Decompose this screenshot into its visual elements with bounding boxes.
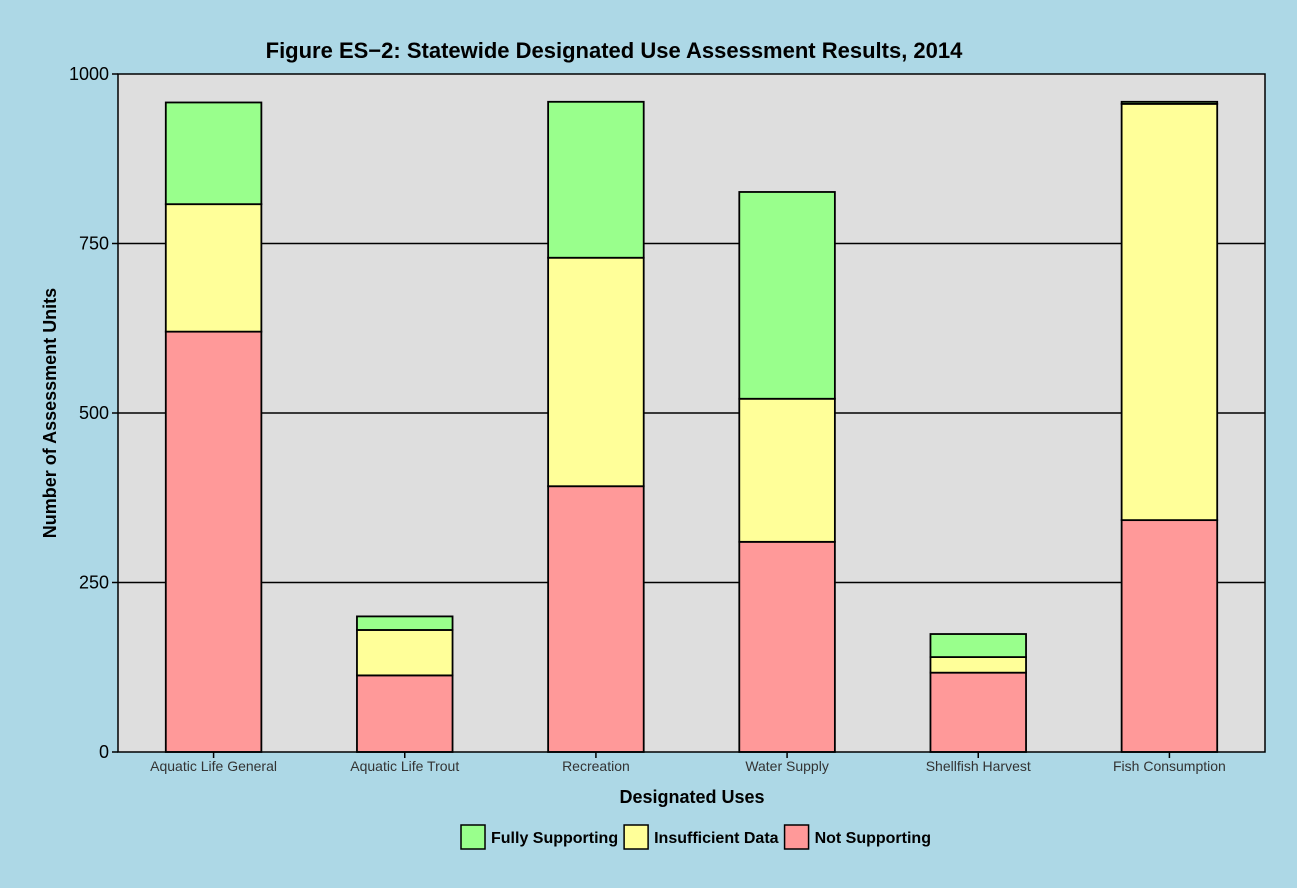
y-tick-label-1000: 1000: [69, 64, 109, 84]
bar-shellfish-harvest-insufficient-data: [929, 656, 1027, 674]
bar-aquatic-life-trout-not-supporting: [356, 674, 454, 753]
x-tick-label-fish-consumption: Fish Consumption: [1113, 758, 1226, 774]
bars-layer: [164, 100, 1219, 753]
bar-recreation-fully-supporting: [547, 100, 645, 259]
legend-swatch-not-supporting: [783, 824, 810, 850]
bar-water-supply-fully-supporting: [738, 191, 836, 400]
y-axis: 0 250 500 750 1000: [69, 64, 118, 762]
bar-aquatic-life-general-fully-supporting: [164, 101, 263, 206]
legend-label-not-supporting: Not Supporting: [815, 830, 931, 847]
y-tick-label-250: 250: [79, 573, 109, 593]
x-tick-label-aquatic-life-trout: Aquatic Life Trout: [350, 758, 459, 774]
bar-fish-consumption-not-supporting: [1120, 519, 1219, 753]
x-axis-label: Designated Uses: [619, 787, 764, 807]
legend: Fully Supporting Insufficient Data Not Sup…: [460, 824, 931, 850]
bar-aquatic-life-trout-fully-supporting: [356, 615, 454, 631]
bar-aquatic-life-general-insufficient-data: [164, 203, 263, 333]
x-tick-label-aquatic-life-general: Aquatic Life General: [150, 758, 277, 774]
y-tick-label-0: 0: [99, 742, 109, 762]
legend-swatch-insufficient-data: [623, 824, 649, 850]
legend-swatch-fully-supporting: [460, 824, 486, 850]
chart-title: Figure ES−2: Statewide Designated Use As…: [266, 38, 964, 63]
legend-label-insufficient-data: Insufficient Data: [654, 830, 779, 847]
x-axis: Aquatic Life General Aquatic Life Trout Re…: [150, 752, 1226, 774]
y-axis-label: Number of Assessment Units: [40, 288, 60, 538]
bar-recreation-insufficient-data: [547, 256, 645, 488]
x-tick-label-recreation: Recreation: [562, 758, 630, 774]
bar-aquatic-life-trout-insufficient-data: [356, 629, 454, 677]
legend-label-fully-supporting: Fully Supporting: [491, 830, 618, 847]
grid-layer: [118, 242, 1265, 584]
bar-water-supply-insufficient-data: [738, 397, 836, 543]
bar-fish-consumption-fully-supporting: [1120, 100, 1219, 105]
x-tick-label-water-supply: Water Supply: [745, 758, 829, 774]
bar-shellfish-harvest-not-supporting: [929, 671, 1027, 753]
bar-recreation-not-supporting: [547, 485, 645, 753]
bar-water-supply-not-supporting: [738, 540, 836, 753]
bar-shellfish-harvest-fully-supporting: [929, 633, 1027, 658]
bar-aquatic-life-general-not-supporting: [164, 330, 263, 753]
y-tick-label-750: 750: [79, 234, 109, 254]
bar-fish-consumption-insufficient-data: [1120, 102, 1219, 522]
y-tick-label-500: 500: [79, 403, 109, 423]
x-tick-label-shellfish-harvest: Shellfish Harvest: [926, 758, 1031, 774]
